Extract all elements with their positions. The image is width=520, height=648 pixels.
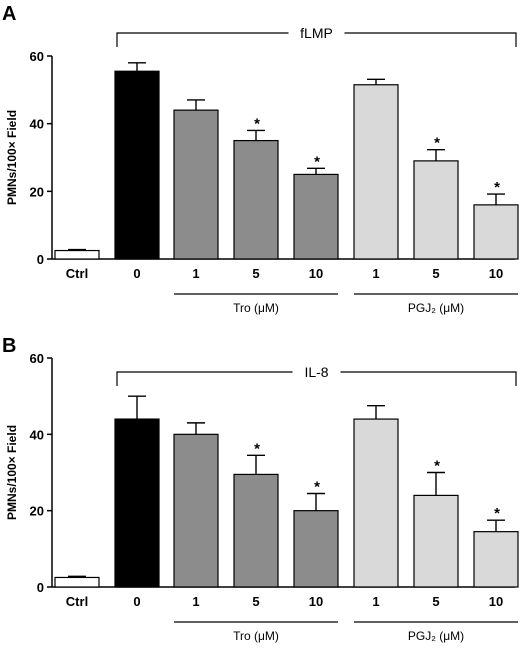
x-tick-label: Ctrl [66, 266, 88, 281]
bracket-title-bg [292, 362, 341, 382]
group-label: Tro (μM) [233, 301, 279, 315]
y-tick-label: 40 [30, 117, 44, 132]
significance-star: * [314, 478, 320, 495]
y-axis-label: PMNs/100× Field [5, 425, 19, 520]
bar [473, 531, 519, 588]
significance-star: * [434, 458, 440, 475]
panel-letter: A [2, 3, 16, 25]
bar [54, 249, 100, 260]
significance-star: * [494, 179, 500, 196]
bar [233, 139, 279, 260]
bar [173, 433, 219, 588]
stimulus-title: IL-8 [304, 364, 328, 380]
significance-star: * [254, 115, 260, 132]
panel-a: A 0 20 40 60 PMNs/100× Field fLMP Ctrl 0 1 * 5 * 10 1 *… [2, 3, 519, 315]
significance-star: * [494, 505, 500, 522]
x-tick-label: 1 [192, 594, 199, 609]
x-tick-label: 5 [432, 594, 439, 609]
bar [353, 84, 399, 260]
bar [114, 418, 160, 588]
significance-star: * [314, 153, 320, 170]
y-tick-label: 60 [30, 49, 44, 64]
x-tick-label: 10 [489, 266, 503, 281]
bar [233, 473, 279, 588]
significance-star: * [434, 135, 440, 152]
x-tick-label: 1 [372, 266, 379, 281]
bar [54, 576, 100, 588]
bar [114, 70, 160, 260]
group-label: PGJ₂ (μM) [408, 629, 464, 643]
y-tick-label: 40 [30, 427, 44, 442]
x-tick-label: 0 [133, 266, 140, 281]
panel-b: B 0 20 40 60 PMNs/100× Field IL-8 Ctrl 0 1 * 5 * 10 1 *… [2, 335, 519, 643]
x-tick-label: 5 [252, 594, 259, 609]
x-tick-label: 1 [372, 594, 379, 609]
bar [293, 173, 339, 260]
bracket-title-bg [288, 23, 345, 43]
x-tick-label: 0 [133, 594, 140, 609]
panel-letter: B [2, 335, 16, 357]
group-label: Tro (μM) [233, 629, 279, 643]
bar [353, 418, 399, 588]
y-tick-label: 0 [37, 252, 44, 267]
bar [473, 204, 519, 260]
bar [173, 109, 219, 260]
bar [413, 160, 459, 260]
stimulus-title: fLMP [300, 25, 333, 41]
x-tick-label: 10 [309, 266, 323, 281]
y-tick-label: 60 [30, 351, 44, 366]
group-label: PGJ₂ (μM) [408, 301, 464, 315]
y-axis-label: PMNs/100× Field [5, 110, 19, 205]
bar [293, 510, 339, 588]
x-tick-label: 10 [309, 594, 323, 609]
x-tick-label: Ctrl [66, 594, 88, 609]
bar [413, 494, 459, 588]
x-tick-label: 1 [192, 266, 199, 281]
x-tick-label: 5 [432, 266, 439, 281]
y-tick-label: 0 [37, 580, 44, 595]
x-tick-label: 5 [252, 266, 259, 281]
significance-star: * [254, 440, 260, 457]
y-tick-label: 20 [30, 504, 44, 519]
y-tick-label: 20 [30, 184, 44, 199]
x-tick-label: 10 [489, 594, 503, 609]
